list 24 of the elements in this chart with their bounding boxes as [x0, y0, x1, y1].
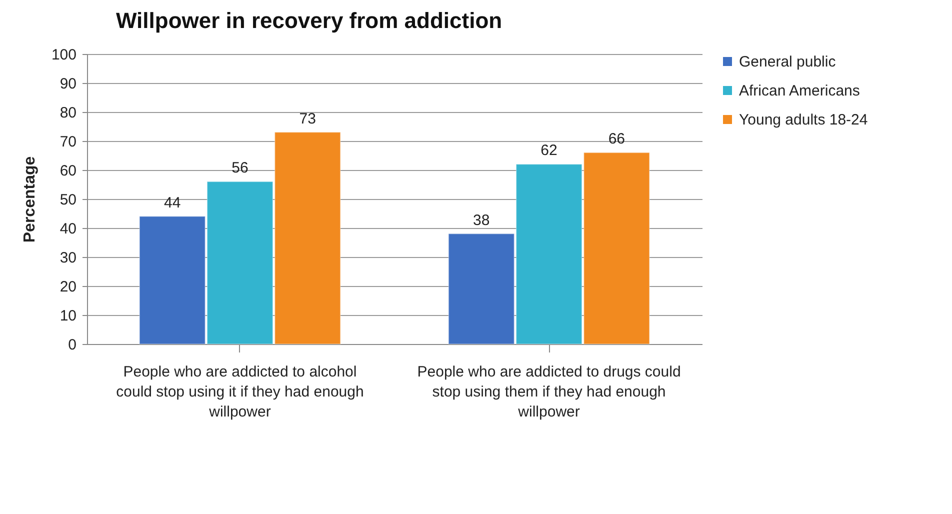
y-tick-label: 0: [68, 336, 76, 354]
y-tick-label: 20: [60, 278, 76, 296]
data-label: 44: [164, 194, 181, 212]
y-tick-label: 60: [60, 162, 76, 180]
data-label: 62: [540, 142, 558, 160]
x-tick-label: People who are addicted to alcohol could stop using it if they had enough willpower: [116, 364, 364, 420]
y-tick-label: 30: [60, 250, 76, 266]
y-tick-label: 40: [60, 220, 76, 238]
data-label: 56: [232, 160, 248, 177]
data-label: 38: [473, 212, 490, 229]
y-tick-label: 50: [60, 192, 76, 208]
data-label: 73: [299, 110, 316, 128]
legend-label: Young adults 18-24: [739, 112, 868, 128]
chart-title: Willpower in recovery from addiction: [116, 8, 502, 33]
y-tick-label: 90: [60, 76, 76, 92]
legend-label: General public: [739, 54, 836, 70]
y-tick-label: 100: [51, 46, 76, 64]
x-tick-label: People who are addicted to drugs could stop using them if they had enough willpower: [417, 364, 681, 420]
data-label: 66: [608, 130, 626, 148]
y-axis-title: Percentage: [21, 156, 38, 243]
legend-label: African Americans: [739, 82, 860, 100]
y-tick-label: 80: [60, 104, 76, 122]
y-tick-label: 70: [60, 134, 76, 150]
y-tick-label: 10: [60, 308, 76, 324]
